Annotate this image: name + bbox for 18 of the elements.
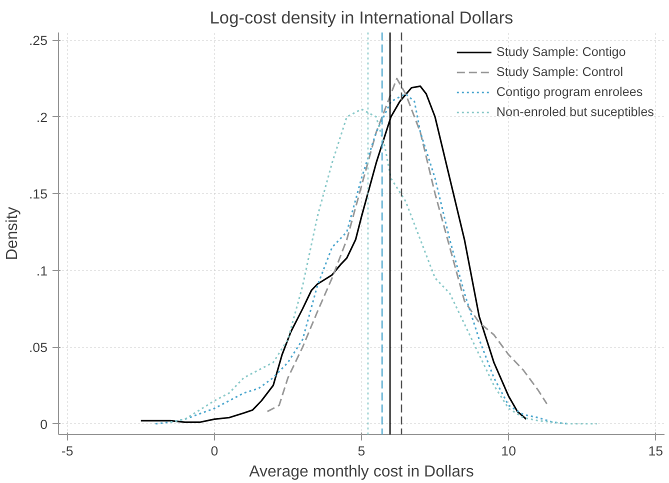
legend-label: Non-enroled but suceptibles: [496, 105, 654, 119]
y-tick-label: .05: [28, 340, 48, 356]
y-tick-label: .15: [28, 186, 48, 202]
y-tick-label: .25: [28, 33, 48, 48]
x-tick-label: 5: [358, 444, 366, 458]
x-tick-label: 0: [210, 444, 218, 458]
y-tick-label: 0: [40, 416, 48, 432]
x-tick-label: -5: [61, 444, 74, 458]
x-tick-label: 15: [648, 444, 664, 458]
y-tick-label: .2: [36, 110, 48, 125]
y-tick-label: .1: [36, 263, 48, 278]
chart-title: Log-cost density in International Dollars: [210, 8, 514, 28]
legend-label: Contigo program enrolees: [496, 85, 643, 99]
x-tick-label: 10: [501, 444, 516, 458]
legend-label: Study Sample: Contigo: [496, 45, 626, 59]
legend-label: Study Sample: Control: [496, 65, 624, 79]
x-axis-title: Average monthly cost in Dollars: [249, 464, 474, 480]
y-axis-title: Density: [4, 206, 21, 260]
